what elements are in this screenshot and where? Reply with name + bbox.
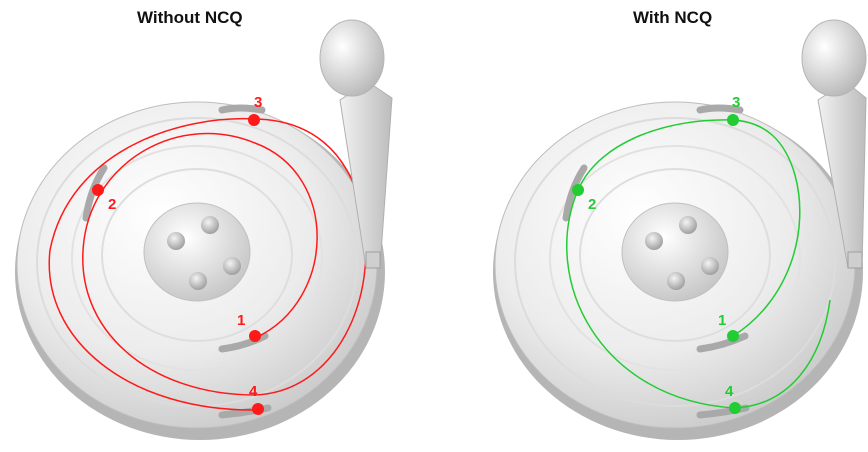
track-mark	[696, 404, 750, 419]
drive-without-ncq: 1 2 3 4	[15, 19, 393, 440]
actuator-pivot	[801, 19, 867, 97]
request-label-1: 1	[718, 312, 726, 329]
request-point-3	[727, 114, 739, 126]
request-label-3: 3	[254, 94, 262, 111]
request-label-2: 2	[588, 196, 596, 213]
hub-hole	[679, 216, 697, 234]
hub-hole	[223, 257, 241, 275]
seek-path	[48, 117, 259, 411]
request-point-4	[729, 402, 741, 414]
request-point-2	[92, 184, 104, 196]
request-label-3: 3	[732, 94, 740, 111]
hub-hole	[201, 216, 219, 234]
platter-groove	[514, 117, 836, 407]
request-label-2: 2	[108, 196, 116, 213]
request-point-4	[252, 403, 264, 415]
platter-groove	[101, 168, 293, 342]
request-point-1	[249, 330, 261, 342]
platter-groove	[579, 168, 771, 342]
track-mark	[696, 332, 749, 353]
platter-groove	[549, 145, 801, 371]
request-label-4: 4	[249, 383, 258, 400]
track-mark	[696, 104, 744, 114]
read-head	[847, 251, 863, 269]
panel-title-with-ncq: With NCQ	[633, 8, 713, 27]
actuator-pivot	[319, 19, 385, 97]
platter-groove	[36, 117, 358, 407]
request-label-1: 1	[237, 312, 245, 329]
request-point-2	[572, 184, 584, 196]
hub	[143, 202, 251, 302]
track-mark	[218, 404, 272, 419]
track-mark	[218, 332, 269, 353]
hub	[621, 202, 729, 302]
panel-title-without-ncq: Without NCQ	[137, 8, 243, 27]
hub-hole	[667, 272, 685, 290]
platter-groove	[71, 145, 323, 371]
seek-path	[566, 119, 831, 409]
hub-hole	[645, 232, 663, 250]
request-point-3	[248, 114, 260, 126]
request-point-1	[727, 330, 739, 342]
track-mark	[218, 104, 266, 114]
read-head	[365, 251, 381, 269]
drive-with-ncq: 1 2 3 4	[493, 19, 867, 440]
request-label-4: 4	[725, 383, 734, 400]
hub-hole	[189, 272, 207, 290]
hub-hole	[167, 232, 185, 250]
hub-hole	[701, 257, 719, 275]
